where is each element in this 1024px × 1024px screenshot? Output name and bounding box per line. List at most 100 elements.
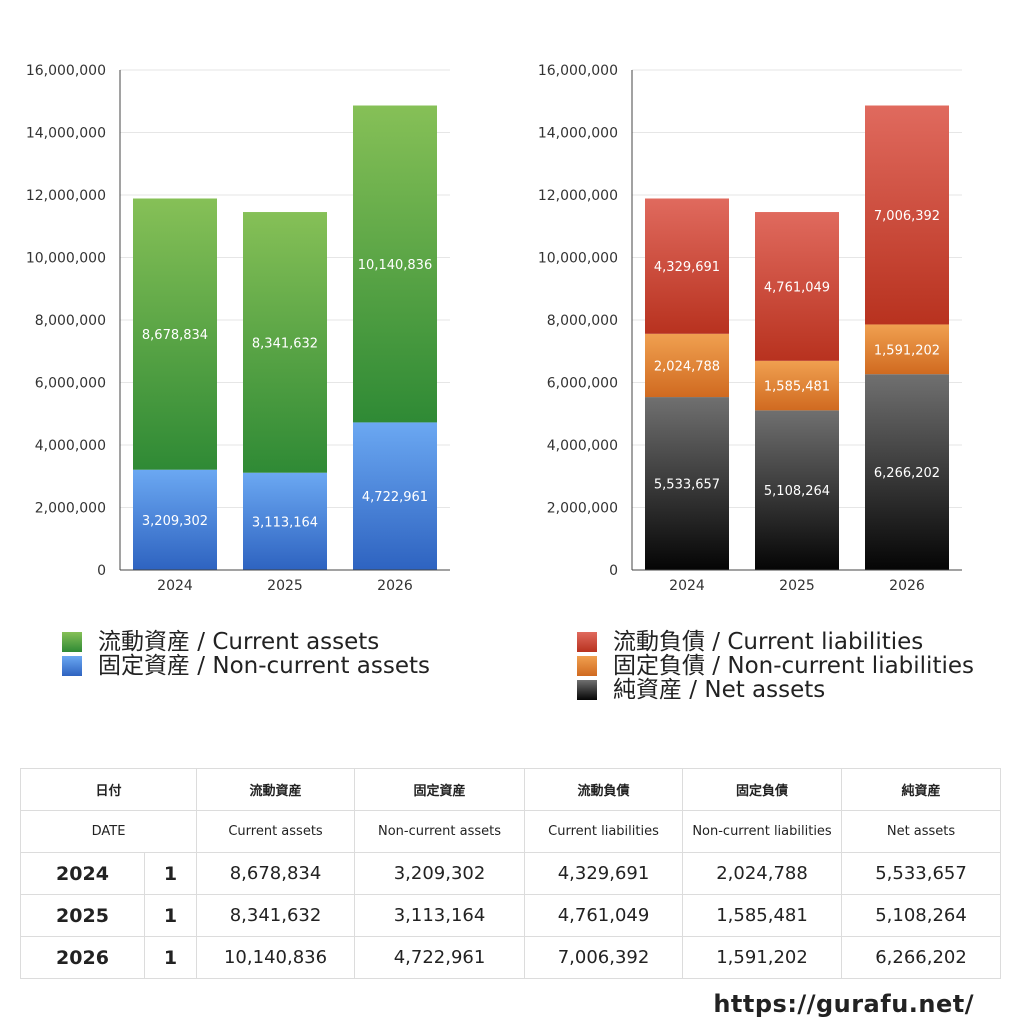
y-tick-label: 10,000,000 — [538, 251, 618, 267]
cell-current-liabilities: 7,006,392 — [524, 936, 684, 979]
cell-current-liabilities: 4,329,691 — [524, 852, 684, 895]
subheader-non-current-assets: Non-current assets — [354, 810, 526, 853]
bar-segment — [133, 198, 217, 470]
bar-segment — [353, 105, 437, 423]
data-table: 日付 流動資産 固定資産 流動負債 固定負債 純資産 DATE Current … — [19, 768, 1002, 979]
y-tick-label: 14,000,000 — [26, 126, 106, 142]
row-year: 2025 — [20, 894, 145, 937]
bar-data-label: 3,209,302 — [142, 514, 208, 529]
header-current-assets: 流動資産 — [196, 768, 356, 811]
bar-segment — [865, 324, 949, 375]
bar-data-label: 1,591,202 — [874, 343, 940, 358]
y-tick-label: 6,000,000 — [35, 376, 106, 392]
x-tick-label: 2024 — [157, 578, 193, 594]
bar-data-label: 7,006,392 — [874, 209, 940, 224]
legend-item-current-liabilities: 流動負債 / Current liabilities — [577, 630, 974, 654]
legend-item-net-assets: 純資産 / Net assets — [577, 678, 974, 702]
y-tick-label: 0 — [97, 563, 106, 579]
bar-segment — [645, 397, 729, 570]
x-tick-label: 2026 — [377, 578, 413, 594]
y-tick-label: 4,000,000 — [547, 438, 618, 454]
row-quarter: 1 — [143, 894, 198, 937]
legend-item-non-current-liabilities: 固定負債 / Non-current liabilities — [577, 654, 974, 678]
bar-data-label: 5,108,264 — [764, 484, 830, 499]
x-tick-label: 2025 — [267, 578, 303, 594]
bar-data-label: 8,678,834 — [142, 328, 208, 343]
cell-net-assets: 6,266,202 — [841, 936, 1002, 979]
bar-segment — [755, 360, 839, 411]
header-current-liabilities: 流動負債 — [524, 768, 684, 811]
header-non-current-liabilities: 固定負債 — [682, 768, 843, 811]
bar-segment — [133, 469, 217, 570]
header-date: 日付 — [19, 768, 198, 811]
y-tick-label: 16,000,000 — [26, 63, 106, 79]
bar-data-label: 1,585,481 — [764, 380, 830, 395]
subheader-current-liabilities: Current liabilities — [524, 810, 684, 853]
y-tick-label: 8,000,000 — [547, 313, 618, 329]
y-tick-label: 4,000,000 — [35, 438, 106, 454]
bar-data-label: 5,533,657 — [654, 478, 720, 493]
legend-item-non-current-assets: 固定資産 / Non-current assets — [62, 654, 430, 678]
subheader-date: DATE — [19, 810, 198, 853]
table-header-row: 日付 流動資産 固定資産 流動負債 固定負債 純資産 — [19, 768, 1002, 811]
bar-data-label: 3,113,164 — [252, 515, 318, 530]
legend-right: 流動負債 / Current liabilities 固定負債 / Non-cu… — [577, 630, 974, 702]
legend-label: 固定負債 / Non-current liabilities — [613, 653, 974, 679]
x-tick-label: 2026 — [889, 578, 925, 594]
cell-non-current-assets: 4,722,961 — [354, 936, 526, 979]
assets-chart: 0 2,000,000 4,000,000 6,000,000 8,000,000 10,… — [26, 63, 450, 594]
subheader-current-assets: Current assets — [196, 810, 356, 853]
cell-net-assets: 5,533,657 — [841, 852, 1002, 895]
x-tick-label: 2025 — [779, 578, 815, 594]
legend-swatch — [577, 656, 597, 676]
subheader-net-assets: Net assets — [841, 810, 1002, 853]
cell-non-current-assets: 3,209,302 — [354, 852, 526, 895]
site-url[interactable]: https://gurafu.net/ — [713, 990, 974, 1018]
bar-segment — [645, 333, 729, 398]
bar-segment — [865, 374, 949, 570]
y-tick-label: 12,000,000 — [26, 188, 106, 204]
bar-segment — [755, 212, 839, 361]
header-net-assets: 純資産 — [841, 768, 1002, 811]
subheader-non-current-liabilities: Non-current liabilities — [682, 810, 843, 853]
cell-non-current-liabilities: 1,591,202 — [682, 936, 843, 979]
legend-item-current-assets: 流動資産 / Current assets — [62, 630, 430, 654]
bar-segment — [243, 472, 327, 570]
legend-swatch — [577, 680, 597, 700]
legend-swatch — [62, 656, 82, 676]
row-quarter: 1 — [143, 852, 198, 895]
table-row: 2024 1 8,678,834 3,209,302 4,329,691 2,0… — [20, 852, 1002, 895]
bar-segment — [865, 105, 949, 325]
y-tick-label: 6,000,000 — [547, 376, 618, 392]
legend-left: 流動資産 / Current assets 固定資産 / Non-current… — [62, 630, 430, 678]
table-subheader-row: DATE Current assets Non-current assets C… — [19, 810, 1002, 853]
y-tick-label: 0 — [609, 563, 618, 579]
row-year: 2026 — [20, 936, 145, 979]
table-row: 2025 1 8,341,632 3,113,164 4,761,049 1,5… — [20, 894, 1002, 937]
y-tick-label: 8,000,000 — [35, 313, 106, 329]
y-tick-label: 14,000,000 — [538, 126, 618, 142]
table-row: 2026 1 10,140,836 4,722,961 7,006,392 1,… — [20, 936, 1002, 979]
legend-label: 流動負債 / Current liabilities — [613, 629, 924, 655]
cell-net-assets: 5,108,264 — [841, 894, 1002, 937]
bar-segment — [755, 410, 839, 570]
row-quarter: 1 — [143, 936, 198, 979]
legend-swatch — [62, 632, 82, 652]
bar-data-label: 2,024,788 — [654, 359, 720, 374]
cell-current-assets: 10,140,836 — [196, 936, 356, 979]
y-tick-label: 2,000,000 — [35, 501, 106, 517]
liabilities-chart: 0 2,000,000 4,000,000 6,000,000 8,000,000 10,… — [538, 63, 962, 594]
legend-label: 流動資産 / Current assets — [98, 629, 380, 655]
bar-segment — [353, 422, 437, 570]
bar-data-label: 4,761,049 — [764, 280, 830, 295]
x-tick-label: 2024 — [669, 578, 705, 594]
bar-segment — [645, 198, 729, 334]
y-tick-label: 10,000,000 — [26, 251, 106, 267]
cell-non-current-liabilities: 2,024,788 — [682, 852, 843, 895]
cell-current-assets: 8,341,632 — [196, 894, 356, 937]
legend-label: 純資産 / Net assets — [613, 677, 826, 703]
cell-non-current-liabilities: 1,585,481 — [682, 894, 843, 937]
bar-data-label: 4,329,691 — [654, 260, 720, 275]
y-tick-label: 12,000,000 — [538, 188, 618, 204]
cell-current-assets: 8,678,834 — [196, 852, 356, 895]
